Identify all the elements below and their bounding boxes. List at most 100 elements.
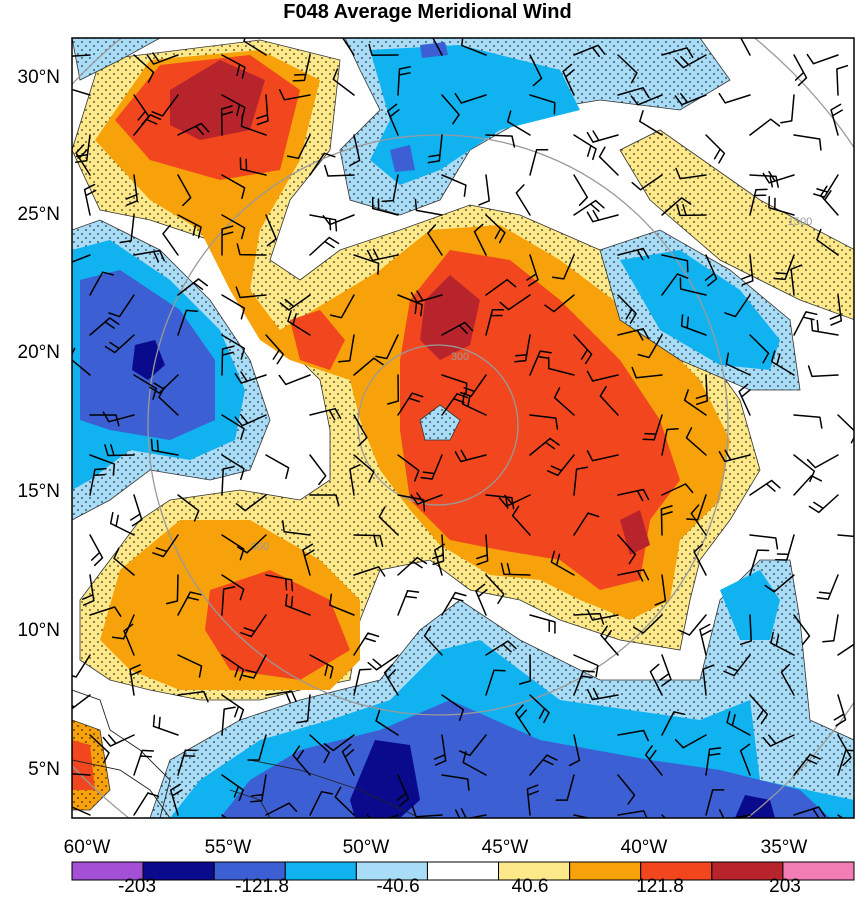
negative-wind-region-n-2 (370, 45, 580, 185)
wind-barb (617, 774, 636, 805)
wind-barb (129, 664, 142, 696)
wind-barb (485, 640, 517, 656)
wind-barb (749, 188, 768, 216)
wind-barb (433, 543, 445, 576)
wind-barb (235, 494, 267, 512)
wind-barb (529, 414, 559, 430)
wind-barb (108, 294, 135, 318)
wind-barb (287, 310, 311, 336)
wind-barb (353, 632, 380, 656)
wind-barb (104, 334, 135, 354)
wind-barb (83, 183, 97, 216)
lon-label-50w: 50°W (343, 837, 390, 858)
wind-barb (177, 690, 209, 703)
wind-barb (461, 392, 487, 416)
wind-barb (72, 654, 91, 678)
wind-barb (113, 547, 135, 576)
wind-barb (723, 654, 751, 677)
lat-label-10n: 10°N (18, 620, 60, 641)
wind-barb (256, 94, 269, 126)
wind-barb (278, 89, 311, 101)
wind-barb (678, 614, 707, 636)
wind-barb (617, 569, 650, 582)
wind-barb (642, 414, 663, 441)
wind-barb (292, 745, 311, 776)
wind-barb (740, 38, 751, 56)
wind-barb (586, 130, 619, 143)
wind-barb (544, 294, 575, 313)
wind-barb (341, 743, 355, 776)
wind-barb (617, 810, 648, 818)
wind-barb (685, 427, 707, 456)
wind-barb (836, 64, 849, 96)
wind-barb (547, 356, 575, 376)
wind-barb (234, 371, 267, 384)
wind-barb (162, 224, 179, 256)
wind-barb (808, 494, 839, 514)
wind-barb (749, 534, 779, 550)
wind-barb (334, 786, 355, 816)
wind-barb (221, 214, 246, 240)
wind-barb (338, 334, 355, 363)
wind-barb (454, 449, 487, 463)
lat-label-30n: 30°N (18, 67, 60, 88)
longitude-axis: 60°W 55°W 50°W 45°W 40°W 35°W (64, 837, 808, 858)
lon-label-60w: 60°W (64, 837, 111, 858)
wind-barb (239, 157, 267, 176)
wind-barb (485, 278, 517, 296)
wind-barb (529, 694, 550, 724)
wind-barb (599, 385, 619, 416)
coastline-segment (72, 759, 171, 818)
wind-barb (397, 66, 411, 96)
wind-barb (152, 534, 179, 558)
wind-barb (586, 370, 619, 382)
lat-label-20n: 20°N (18, 342, 60, 363)
wind-barb (279, 294, 311, 311)
wind-barb (286, 134, 311, 160)
wind-barb (146, 52, 179, 65)
wind-barb (265, 574, 294, 592)
wind-barb (793, 614, 811, 646)
wind-barb (695, 374, 708, 406)
wind-barb (515, 184, 531, 216)
wind-barb (768, 195, 795, 216)
wind-barb (630, 94, 663, 106)
wind-barb (240, 614, 267, 638)
wind-barb (72, 773, 91, 776)
wind-barb (247, 734, 267, 761)
wind-barb (221, 54, 246, 79)
wind-barb (371, 196, 399, 216)
wind-barb (125, 174, 139, 206)
wind-barb (833, 694, 847, 727)
wind-barb (329, 294, 355, 319)
wind-barb (485, 134, 516, 148)
wind-barb (705, 134, 726, 164)
wind-barb (617, 87, 650, 98)
wind-barb (806, 454, 839, 469)
wind-barb (89, 606, 122, 617)
wind-barb (75, 144, 91, 176)
wind-barb (529, 437, 560, 456)
wind-barb (573, 654, 599, 678)
wind-barb (349, 134, 361, 167)
wind-barb (72, 88, 91, 96)
wind-barb (644, 745, 663, 776)
wind-barb (749, 479, 781, 496)
wind-barb (526, 784, 539, 816)
wind-barb (72, 806, 91, 816)
wind-barb (221, 454, 245, 481)
colorbar-label-3: -40.6 (376, 876, 419, 897)
colorbar: -203 -121.8 -40.6 40.6 121.8 203 (71, 861, 855, 897)
wind-barb (89, 534, 104, 567)
wind-barb (661, 197, 692, 216)
wind-barb (349, 464, 361, 496)
wind-barb (427, 224, 443, 256)
wind-barb (631, 174, 663, 191)
wind-barb (236, 243, 267, 256)
wind-barb (793, 311, 818, 336)
wind-barb (661, 273, 689, 296)
wind-barb (427, 134, 443, 164)
wind-barb (441, 321, 474, 336)
wind-barb (221, 774, 244, 802)
colorbar-label-1: -203 (118, 876, 156, 897)
